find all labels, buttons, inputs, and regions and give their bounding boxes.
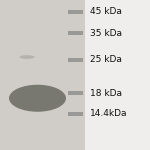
FancyBboxPatch shape xyxy=(68,112,82,116)
FancyBboxPatch shape xyxy=(68,91,82,95)
Text: 14.4kDa: 14.4kDa xyxy=(90,110,128,118)
FancyBboxPatch shape xyxy=(68,10,82,14)
Text: 25 kDa: 25 kDa xyxy=(90,56,122,64)
Text: 35 kDa: 35 kDa xyxy=(90,28,122,38)
FancyBboxPatch shape xyxy=(68,31,82,35)
Ellipse shape xyxy=(9,85,66,112)
Ellipse shape xyxy=(20,55,34,59)
FancyBboxPatch shape xyxy=(85,0,150,150)
FancyBboxPatch shape xyxy=(0,0,85,150)
Text: 18 kDa: 18 kDa xyxy=(90,88,122,98)
FancyBboxPatch shape xyxy=(68,58,82,62)
Text: 45 kDa: 45 kDa xyxy=(90,8,122,16)
